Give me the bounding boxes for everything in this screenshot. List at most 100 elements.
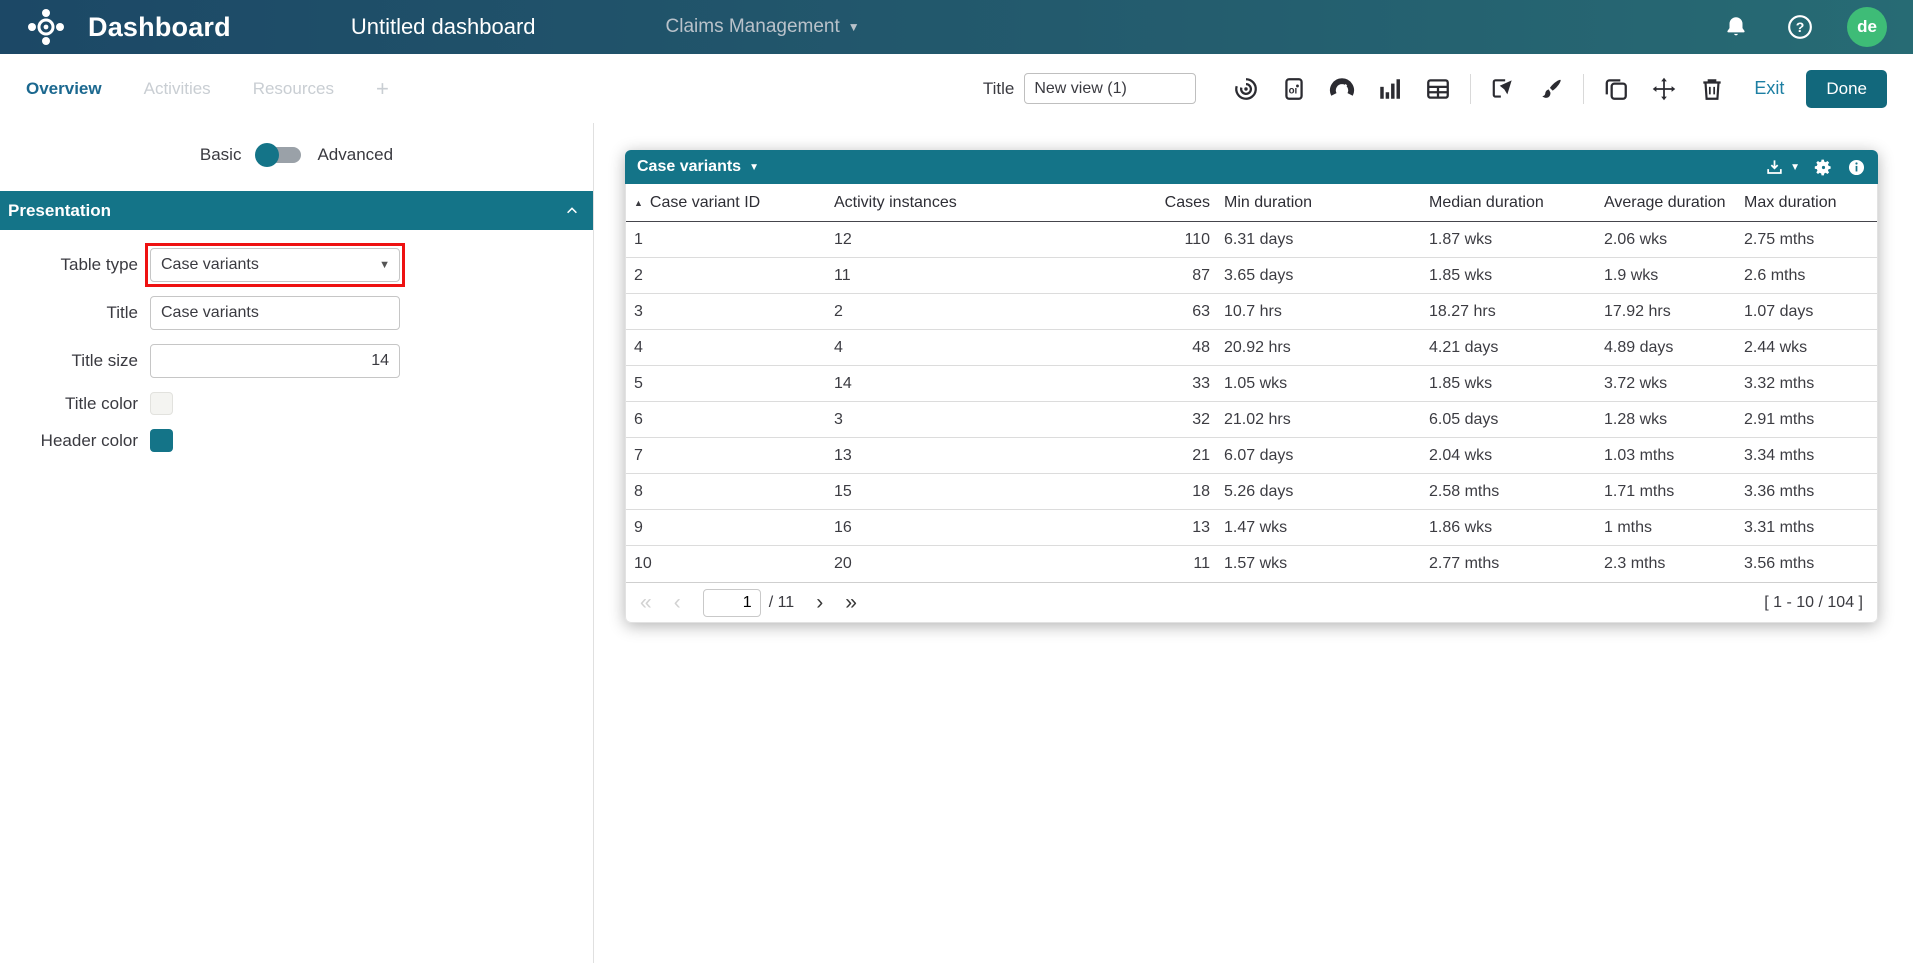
last-page-button[interactable]: » [845, 591, 857, 614]
next-page-button[interactable]: › [816, 591, 824, 614]
top-navbar: Dashboard Untitled dashboard Claims Mana… [0, 0, 1913, 54]
table-cell: 2.44 wks [1744, 338, 1808, 356]
exit-button[interactable]: Exit [1754, 78, 1785, 98]
column-header-median-duration[interactable]: Median duration [1429, 193, 1544, 211]
table-cell: 4.21 days [1429, 338, 1499, 356]
table-row[interactable]: 3 2 63 10.7 hrs 18.27 hrs 17.92 hrs 1.07 days [626, 294, 1877, 330]
first-page-button[interactable]: « [640, 591, 652, 614]
notifications-bell-icon[interactable] [1723, 14, 1749, 40]
tab-resources[interactable]: Resources [252, 78, 334, 98]
widget-settings-panel: Basic Advanced Presentation Table type C… [0, 123, 594, 963]
format-brush-icon[interactable] [1538, 76, 1564, 102]
table-row[interactable]: 10 20 11 1.57 wks 2.77 mths 2.3 mths 3.56 mths [626, 546, 1877, 582]
user-avatar[interactable]: de [1847, 7, 1887, 47]
title-size-label: Title size [71, 351, 138, 370]
table-cell: 32 [1192, 410, 1210, 428]
table-cell: 3.65 days [1224, 266, 1294, 284]
table-cell: 1.57 wks [1224, 555, 1288, 572]
gauge-widget-icon[interactable] [1329, 76, 1355, 102]
table-cell: 12 [834, 230, 852, 248]
table-row[interactable]: 5 14 33 1.05 wks 1.85 wks 3.72 wks 3.32 mths [626, 366, 1877, 402]
advanced-mode-label[interactable]: Advanced [317, 145, 394, 164]
table-row[interactable]: 2 11 87 3.65 days 1.85 wks 1.9 wks 2.6 mths [626, 258, 1877, 294]
table-type-select[interactable]: Case variants ▼ [145, 243, 405, 287]
column-header-min-duration[interactable]: Min duration [1224, 193, 1313, 211]
bar-chart-widget-icon[interactable] [1377, 76, 1403, 102]
table-cell: 4 [834, 338, 843, 356]
chevron-down-icon: ▼ [847, 20, 860, 34]
table-row[interactable]: 7 13 21 6.07 days 2.04 wks 1.03 mths 3.34 mths [626, 438, 1877, 474]
table-cell: 2.06 wks [1604, 230, 1668, 248]
settings-gear-icon[interactable] [1814, 158, 1833, 177]
tab-overview[interactable]: Overview [26, 78, 102, 98]
widget-title-menu[interactable]: Case variants ▼ [637, 158, 759, 176]
done-button[interactable]: Done [1806, 69, 1887, 108]
move-widget-icon[interactable] [1651, 76, 1677, 102]
previous-page-button[interactable]: ‹ [673, 591, 681, 614]
table-cell: 16 [834, 518, 852, 536]
table-cell: 1.28 wks [1604, 410, 1668, 428]
basic-mode-label[interactable]: Basic [199, 145, 242, 164]
column-header-average-duration[interactable]: Average duration [1604, 193, 1726, 211]
table-cell: 6 [634, 410, 643, 428]
widget-header: Case variants ▼ ▼ [625, 150, 1878, 184]
page-total-label: / 11 [768, 593, 795, 611]
insert-widget-icon[interactable] [1490, 76, 1516, 102]
process-model-widget-icon[interactable] [1233, 76, 1259, 102]
view-title-input[interactable] [1024, 73, 1197, 104]
case-variants-widget[interactable]: Case variants ▼ ▼ [625, 150, 1878, 623]
dataset-selector-label: Claims Management [665, 16, 840, 37]
table-cell: 3.31 mths [1744, 518, 1815, 536]
dashboard-canvas: Case variants ▼ ▼ [594, 123, 1913, 963]
download-options-caret-icon[interactable]: ▼ [1790, 161, 1800, 173]
table-cell: 2.58 mths [1429, 482, 1500, 500]
column-header-max-duration[interactable]: Max duration [1744, 193, 1837, 211]
app-title: Dashboard [88, 11, 231, 42]
table-body: 1 12 110 6.31 days 1.87 wks 2.06 wks 2.75 mths… [626, 222, 1877, 582]
toolbar-divider [1583, 73, 1585, 104]
view-title-label: Title [982, 78, 1015, 98]
table-cell: 1.85 wks [1429, 374, 1493, 392]
table-header-row: ▲ Case variant ID Activity instances Cas… [626, 184, 1877, 222]
add-view-button[interactable]: + [375, 75, 389, 101]
table-row[interactable]: 8 15 18 5.26 days 2.58 mths 1.71 mths 3.36 mth… [626, 474, 1877, 510]
title-color-swatch[interactable] [150, 392, 173, 415]
table-row[interactable]: 4 4 48 20.92 hrs 4.21 days 4.89 days 2.44 wks [626, 330, 1877, 366]
table-cell: 1 [634, 230, 643, 248]
title-size-input[interactable] [150, 344, 400, 378]
header-color-label: Header color [40, 430, 138, 450]
table-cell: 6.07 days [1224, 446, 1294, 464]
table-cell: 3.36 mths [1744, 482, 1815, 500]
pagination-bar: « ‹ / 11 › » [ 1 - 10 / 104 ] [626, 582, 1877, 622]
widget-title-label: Title [106, 303, 139, 322]
kpi-widget-icon[interactable]: oı [1281, 76, 1307, 102]
table-row[interactable]: 6 3 32 21.02 hrs 6.05 days 1.28 wks 2.91 mths [626, 402, 1877, 438]
table-cell: 10 [634, 555, 652, 572]
title-color-label: Title color [64, 393, 138, 413]
basic-advanced-toggle[interactable] [255, 143, 302, 167]
page-number-input[interactable] [702, 588, 761, 617]
info-icon[interactable] [1847, 158, 1866, 177]
table-cell: 1.87 wks [1429, 230, 1493, 248]
view-tabs: Overview Activities Resources + [26, 76, 389, 102]
table-cell: 1.47 wks [1224, 518, 1288, 536]
header-color-swatch[interactable] [150, 429, 173, 452]
download-icon[interactable] [1765, 158, 1784, 177]
chevron-up-icon [567, 206, 577, 213]
dataset-selector[interactable]: Claims Management ▼ [666, 16, 860, 38]
svg-text:oı: oı [1289, 85, 1298, 96]
table-cell: 5.26 days [1224, 482, 1294, 500]
table-cell: 18.27 hrs [1429, 302, 1496, 320]
column-header-activity-instances[interactable]: Activity instances [834, 193, 957, 211]
column-header-cases[interactable]: Cases [1164, 193, 1210, 211]
presentation-section-header[interactable]: Presentation [0, 191, 593, 230]
tab-activities[interactable]: Activities [143, 78, 211, 98]
copy-widget-icon[interactable] [1603, 76, 1629, 102]
table-widget-icon[interactable] [1425, 76, 1451, 102]
table-row[interactable]: 1 12 110 6.31 days 1.87 wks 2.06 wks 2.75 mths [626, 222, 1877, 258]
help-icon[interactable]: ? [1787, 14, 1813, 40]
column-header-case-variant-id[interactable]: ▲ Case variant ID [634, 193, 761, 211]
table-row[interactable]: 9 16 13 1.47 wks 1.86 wks 1 mths 3.31 mths [626, 510, 1877, 546]
delete-widget-icon[interactable] [1699, 76, 1725, 102]
widget-title-input[interactable] [150, 296, 400, 330]
